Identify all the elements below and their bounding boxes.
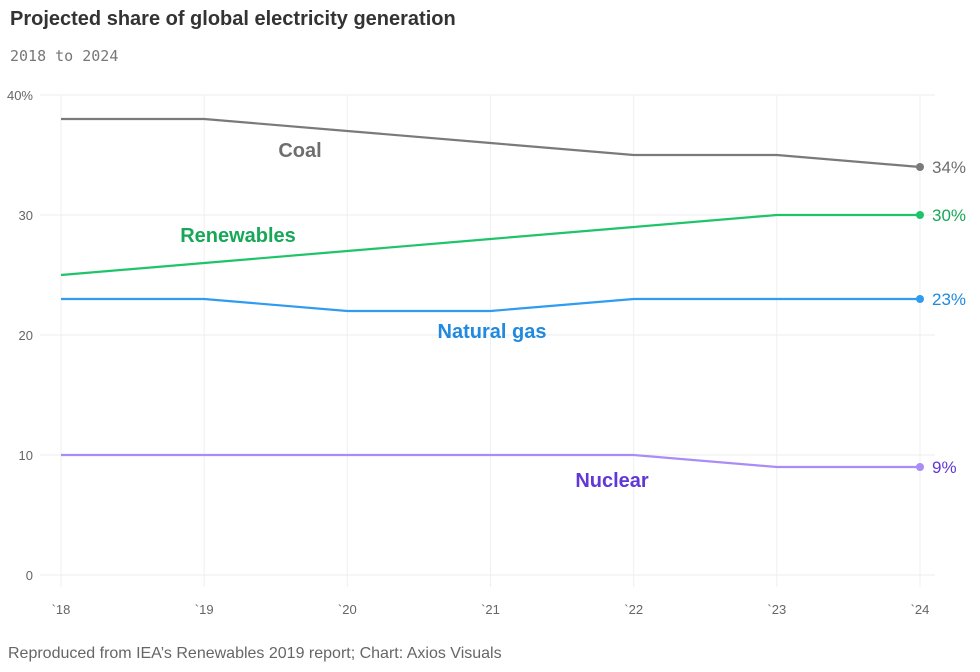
end-point-marker	[916, 463, 924, 471]
series-line-renewables	[60, 213, 920, 277]
x-tick-label: `22	[624, 602, 643, 617]
series-label: Natural gas	[438, 321, 547, 343]
end-value-label: 34%	[932, 158, 966, 177]
chart-title: Projected share of global electricity ge…	[10, 8, 456, 30]
series-label: Nuclear	[575, 470, 649, 492]
series-line-nuclear	[61, 453, 920, 469]
series-line-coal	[61, 117, 921, 169]
end-value-label: 23%	[932, 290, 966, 309]
y-tick-label: 0	[26, 568, 33, 583]
end-value-label: 30%	[932, 206, 966, 225]
series-line-natural-gas	[61, 297, 920, 313]
x-tick-label: `20	[338, 602, 357, 617]
end-value-label: 9%	[932, 458, 957, 477]
chart-subtitle: 2018 to 2024	[10, 47, 119, 65]
x-tick-label: `24	[911, 602, 930, 617]
x-tick-label: `19	[195, 602, 214, 617]
series-label: Renewables	[180, 225, 296, 247]
y-tick-label: 40%	[7, 88, 33, 103]
source-note: Reproduced from IEA’s Renewables 2019 re…	[8, 645, 502, 662]
end-point-marker	[916, 211, 924, 219]
y-tick-label: 30	[19, 208, 33, 223]
series-label: Coal	[278, 140, 321, 162]
y-tick-label: 20	[19, 328, 33, 343]
end-point-marker	[916, 163, 924, 171]
end-point-marker	[916, 295, 924, 303]
x-tick-label: `21	[481, 602, 500, 617]
x-tick-label: `18	[52, 602, 71, 617]
y-tick-label: 10	[19, 448, 33, 463]
x-tick-label: `23	[767, 602, 786, 617]
